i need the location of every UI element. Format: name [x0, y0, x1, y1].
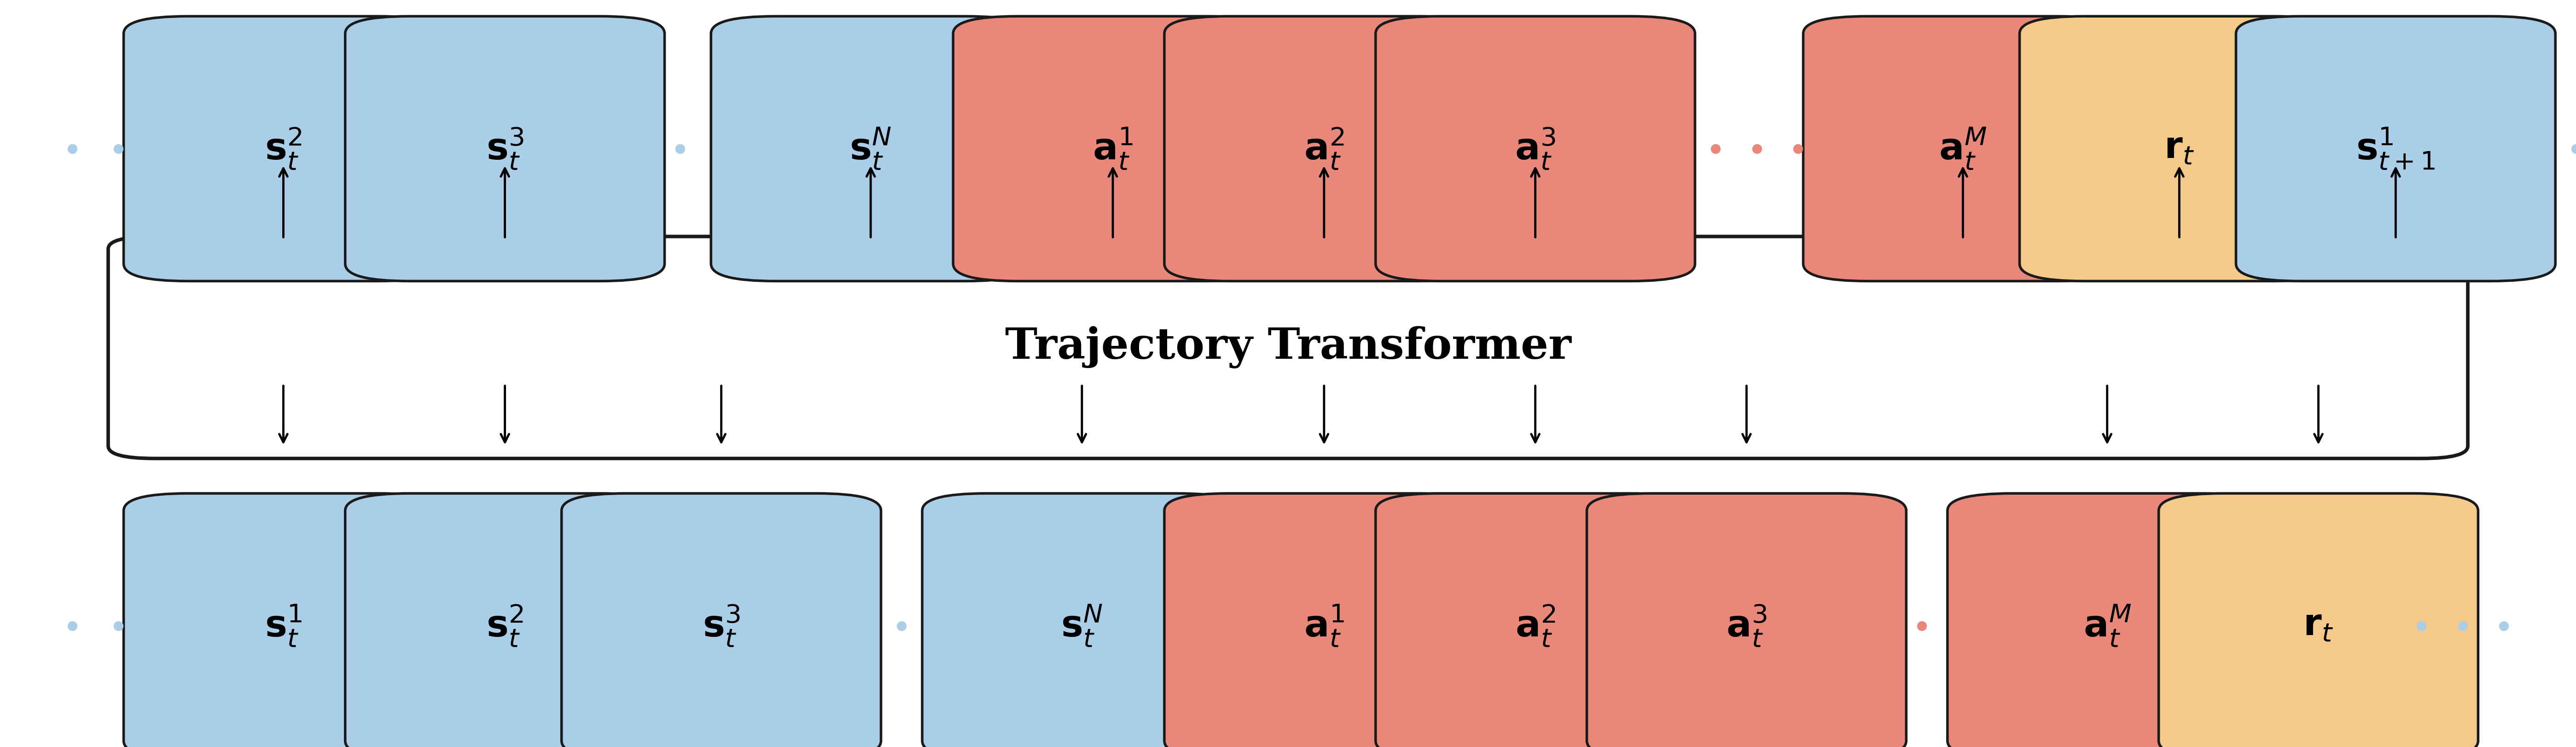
FancyBboxPatch shape [2236, 16, 2555, 281]
Point [701, 143, 742, 155]
Point [1860, 620, 1901, 632]
Text: $\mathbf{r}_t$: $\mathbf{r}_t$ [2303, 608, 2334, 644]
Text: $\mathbf{a}_t^2$: $\mathbf{a}_t^2$ [1303, 125, 1345, 172]
Point [52, 620, 93, 632]
Text: $\mathbf{a}_t^1$: $\mathbf{a}_t^1$ [1303, 603, 1345, 649]
FancyBboxPatch shape [711, 16, 1030, 281]
FancyBboxPatch shape [1164, 16, 1484, 281]
FancyBboxPatch shape [1164, 493, 1484, 747]
Point [659, 143, 701, 155]
Text: $\mathbf{s}_{t+1}^1$: $\mathbf{s}_{t+1}^1$ [2357, 125, 2434, 172]
Text: $\mathbf{a}_t^1$: $\mathbf{a}_t^1$ [1092, 125, 1133, 172]
Point [881, 620, 922, 632]
Point [1695, 143, 1736, 155]
Text: $\mathbf{s}_t^2$: $\mathbf{s}_t^2$ [487, 603, 523, 649]
Point [98, 143, 139, 155]
Point [2555, 143, 2576, 155]
Text: $\mathbf{s}_t^2$: $\mathbf{s}_t^2$ [265, 125, 301, 172]
FancyBboxPatch shape [1947, 493, 2267, 747]
Text: $\mathbf{a}_t^2$: $\mathbf{a}_t^2$ [1515, 603, 1556, 649]
FancyBboxPatch shape [124, 16, 443, 281]
FancyBboxPatch shape [953, 16, 1273, 281]
Text: Trajectory Transformer: Trajectory Transformer [1005, 326, 1571, 369]
FancyBboxPatch shape [2159, 493, 2478, 747]
FancyBboxPatch shape [124, 493, 443, 747]
Point [1901, 620, 1942, 632]
Point [1777, 143, 1819, 155]
Text: $\mathbf{s}_t^1$: $\mathbf{s}_t^1$ [265, 603, 301, 649]
Point [2519, 143, 2561, 155]
Point [98, 620, 139, 632]
FancyBboxPatch shape [1376, 16, 1695, 281]
Text: $\mathbf{a}_t^3$: $\mathbf{a}_t^3$ [1515, 125, 1556, 172]
Point [922, 620, 963, 632]
FancyBboxPatch shape [108, 237, 2468, 459]
Text: $\mathbf{a}_t^M$: $\mathbf{a}_t^M$ [1940, 125, 1986, 172]
Text: $\mathbf{s}_t^N$: $\mathbf{s}_t^N$ [1061, 603, 1103, 649]
Point [2401, 620, 2442, 632]
FancyBboxPatch shape [1376, 493, 1695, 747]
FancyBboxPatch shape [2020, 16, 2339, 281]
Point [840, 620, 881, 632]
Text: $\mathbf{s}_t^N$: $\mathbf{s}_t^N$ [850, 125, 891, 172]
Text: $\mathbf{s}_t^3$: $\mathbf{s}_t^3$ [487, 125, 523, 172]
Point [2483, 143, 2524, 155]
FancyBboxPatch shape [1803, 16, 2123, 281]
Point [144, 143, 185, 155]
Point [52, 143, 93, 155]
Text: $\mathbf{r}_t$: $\mathbf{r}_t$ [2164, 131, 2195, 167]
Text: $\mathbf{a}_t^M$: $\mathbf{a}_t^M$ [2084, 603, 2130, 649]
FancyBboxPatch shape [562, 493, 881, 747]
Point [1942, 620, 1984, 632]
Point [2483, 620, 2524, 632]
Point [2442, 620, 2483, 632]
FancyBboxPatch shape [1587, 493, 1906, 747]
Point [144, 620, 185, 632]
Point [1736, 143, 1777, 155]
FancyBboxPatch shape [922, 493, 1242, 747]
FancyBboxPatch shape [345, 493, 665, 747]
Text: $\mathbf{a}_t^3$: $\mathbf{a}_t^3$ [1726, 603, 1767, 649]
FancyBboxPatch shape [345, 16, 665, 281]
Point [618, 143, 659, 155]
Text: $\mathbf{s}_t^3$: $\mathbf{s}_t^3$ [703, 603, 739, 649]
